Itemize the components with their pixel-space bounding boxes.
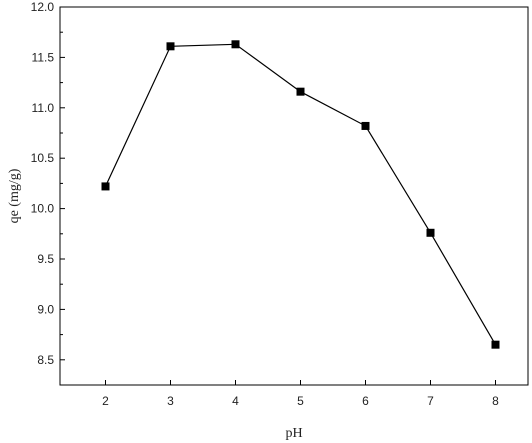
y-tick-label: 11.5 — [32, 50, 55, 64]
plot-area-frame — [59, 6, 529, 386]
series-group — [101, 40, 500, 349]
x-tick-label: 2 — [102, 394, 109, 408]
x-tick-label: 3 — [167, 394, 174, 408]
data-point-marker — [101, 182, 110, 191]
data-point-marker — [296, 87, 305, 96]
data-point-marker — [426, 228, 435, 237]
x-tick-label: 5 — [297, 394, 304, 408]
data-point-marker — [166, 42, 175, 51]
data-point-marker — [361, 121, 370, 130]
y-tick-label: 9.5 — [37, 252, 54, 266]
y-tick-label: 12.0 — [31, 0, 55, 14]
y-tick-label: 9.0 — [37, 302, 54, 316]
y-tick-label: 8.5 — [37, 353, 54, 367]
x-axis-tick-labels: 2 3 4 5 6 7 8 — [102, 394, 499, 408]
y-tick-label: 10.0 — [31, 202, 55, 216]
y-tick-label: 11.0 — [32, 101, 55, 115]
x-tick-label: 8 — [492, 394, 499, 408]
x-tick-label: 4 — [232, 394, 239, 408]
x-axis-title: pH — [285, 426, 302, 441]
x-tick-label: 6 — [362, 394, 369, 408]
y-axis-ticks — [60, 6, 65, 361]
data-point-marker — [231, 40, 240, 49]
x-axis-ticks — [105, 380, 496, 385]
x-tick-label: 7 — [427, 394, 434, 408]
y-axis-tick-labels: 8.5 9.0 9.5 10.0 10.5 11.0 11.5 12.0 — [31, 0, 55, 367]
y-tick-label: 10.5 — [31, 151, 55, 165]
data-point-marker — [491, 340, 500, 349]
y-axis-title: qe (mg/g) — [7, 168, 22, 223]
